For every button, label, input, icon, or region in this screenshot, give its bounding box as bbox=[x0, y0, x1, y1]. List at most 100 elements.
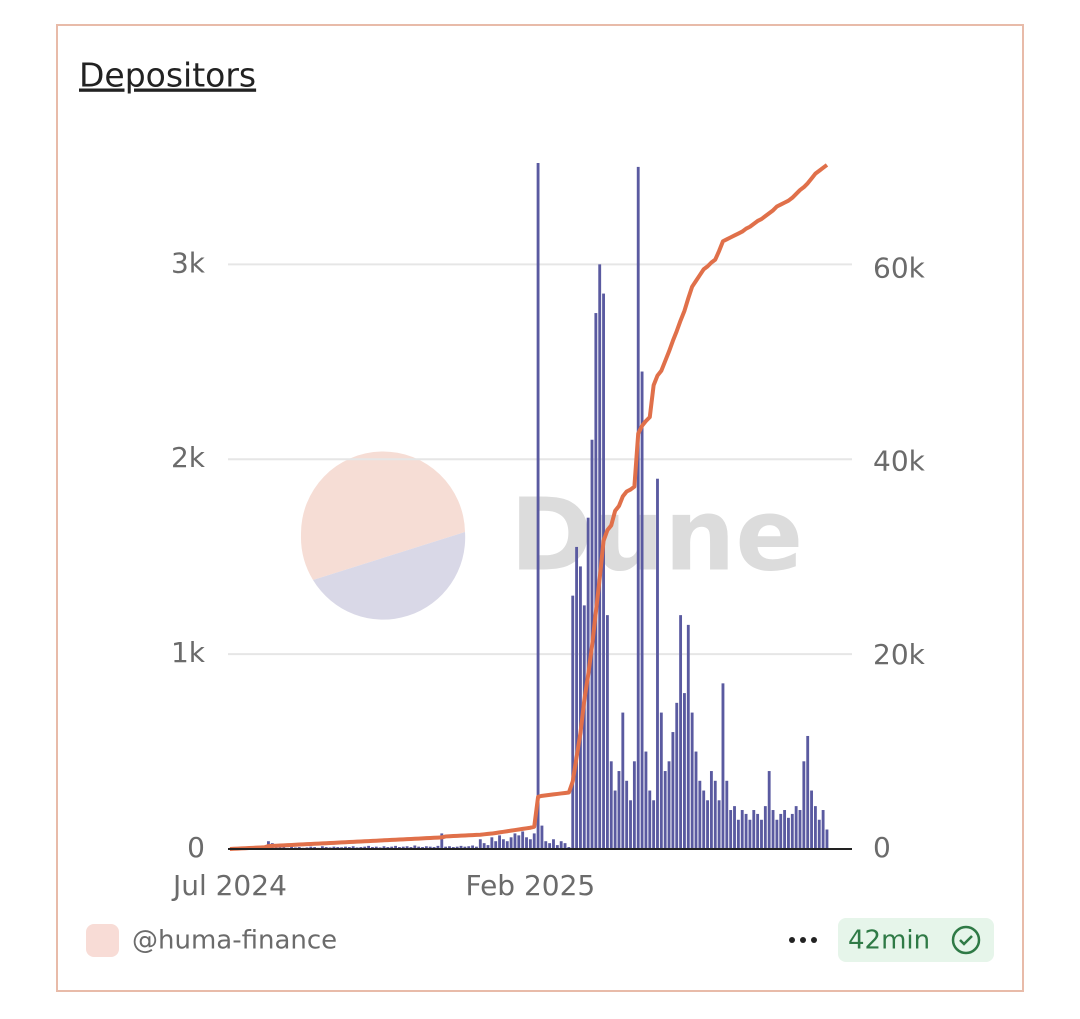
bar bbox=[663, 771, 667, 849]
bar bbox=[763, 806, 767, 849]
bar bbox=[382, 846, 386, 849]
bar bbox=[505, 841, 509, 849]
bar bbox=[513, 833, 517, 849]
bar bbox=[394, 845, 397, 849]
y-tick-label: 2k bbox=[171, 441, 206, 474]
refresh-badge[interactable] bbox=[838, 918, 994, 962]
bar bbox=[413, 845, 417, 849]
bar bbox=[656, 478, 659, 849]
bar bbox=[455, 846, 459, 849]
bar bbox=[760, 819, 763, 849]
bar bbox=[686, 624, 690, 849]
bar bbox=[709, 771, 713, 849]
bar bbox=[775, 819, 779, 849]
bar bbox=[598, 264, 602, 849]
bar bbox=[609, 761, 613, 849]
bar bbox=[632, 761, 636, 849]
bar bbox=[571, 595, 575, 849]
bar bbox=[721, 683, 725, 849]
bar bbox=[717, 800, 721, 849]
cumulative-line bbox=[229, 163, 829, 851]
bar bbox=[482, 843, 486, 849]
bar bbox=[713, 780, 717, 849]
bar bbox=[636, 166, 640, 850]
bar bbox=[428, 846, 432, 849]
more-menu[interactable] bbox=[789, 937, 817, 943]
bar bbox=[725, 780, 729, 849]
bar bbox=[367, 845, 371, 849]
bar bbox=[436, 845, 440, 849]
bar bbox=[559, 841, 563, 849]
bar bbox=[783, 810, 787, 849]
bar bbox=[459, 845, 463, 849]
bar bbox=[563, 843, 567, 849]
check-icon bbox=[951, 925, 981, 955]
bar bbox=[344, 846, 347, 849]
bar bbox=[702, 790, 706, 849]
bar bbox=[694, 751, 698, 849]
bar bbox=[390, 846, 394, 849]
bar bbox=[810, 790, 813, 849]
card bbox=[56, 24, 1024, 992]
bar bbox=[582, 605, 586, 849]
avatar[interactable] bbox=[86, 924, 119, 957]
bar bbox=[363, 846, 367, 849]
y-tick-label: 3k bbox=[171, 246, 206, 279]
bar bbox=[779, 813, 783, 849]
bar bbox=[617, 771, 621, 849]
bar bbox=[813, 806, 817, 849]
bar bbox=[729, 810, 733, 849]
bar bbox=[463, 846, 467, 849]
bar bbox=[374, 846, 378, 849]
bar bbox=[282, 846, 286, 849]
bar bbox=[736, 819, 740, 849]
card-title[interactable]: Depositors bbox=[79, 56, 256, 95]
bar bbox=[498, 835, 501, 849]
bar bbox=[790, 813, 794, 849]
bar bbox=[401, 846, 405, 849]
bar bbox=[659, 712, 663, 849]
bar bbox=[802, 761, 806, 849]
y2-tick-label: 40k bbox=[873, 445, 926, 478]
bar bbox=[509, 837, 513, 849]
bar bbox=[494, 841, 498, 849]
bar bbox=[644, 751, 648, 849]
bar bbox=[309, 846, 313, 849]
bar bbox=[525, 837, 528, 849]
bar bbox=[351, 846, 355, 849]
x-tick-label: Jul 2024 bbox=[171, 869, 287, 902]
bar bbox=[517, 835, 521, 849]
bar bbox=[486, 845, 490, 849]
bar bbox=[733, 806, 736, 849]
bar bbox=[648, 790, 652, 849]
y2-tick-label: 60k bbox=[873, 251, 926, 284]
bar bbox=[671, 732, 675, 849]
bar bbox=[448, 846, 451, 849]
bar bbox=[555, 845, 559, 849]
bar bbox=[332, 846, 336, 849]
bar bbox=[625, 780, 629, 849]
bar bbox=[552, 839, 555, 849]
bar bbox=[740, 810, 744, 849]
bar bbox=[667, 761, 671, 849]
bar bbox=[771, 810, 775, 849]
bar bbox=[679, 615, 683, 849]
bar bbox=[752, 810, 756, 849]
bar bbox=[794, 806, 798, 849]
bar bbox=[683, 693, 686, 849]
bar bbox=[471, 845, 475, 849]
bar bbox=[594, 313, 598, 849]
bar bbox=[532, 833, 536, 849]
bar bbox=[602, 293, 605, 849]
y-tick-label: 1k bbox=[171, 636, 206, 669]
bar bbox=[621, 712, 625, 849]
bar bbox=[605, 615, 609, 849]
bar bbox=[440, 833, 444, 849]
bar bbox=[536, 163, 540, 849]
bar bbox=[652, 800, 656, 849]
bar bbox=[548, 843, 552, 849]
bar bbox=[417, 846, 421, 849]
author[interactable]: @huma-finance bbox=[132, 926, 337, 956]
y2-tick-label: 20k bbox=[873, 638, 926, 671]
bar bbox=[540, 825, 544, 849]
